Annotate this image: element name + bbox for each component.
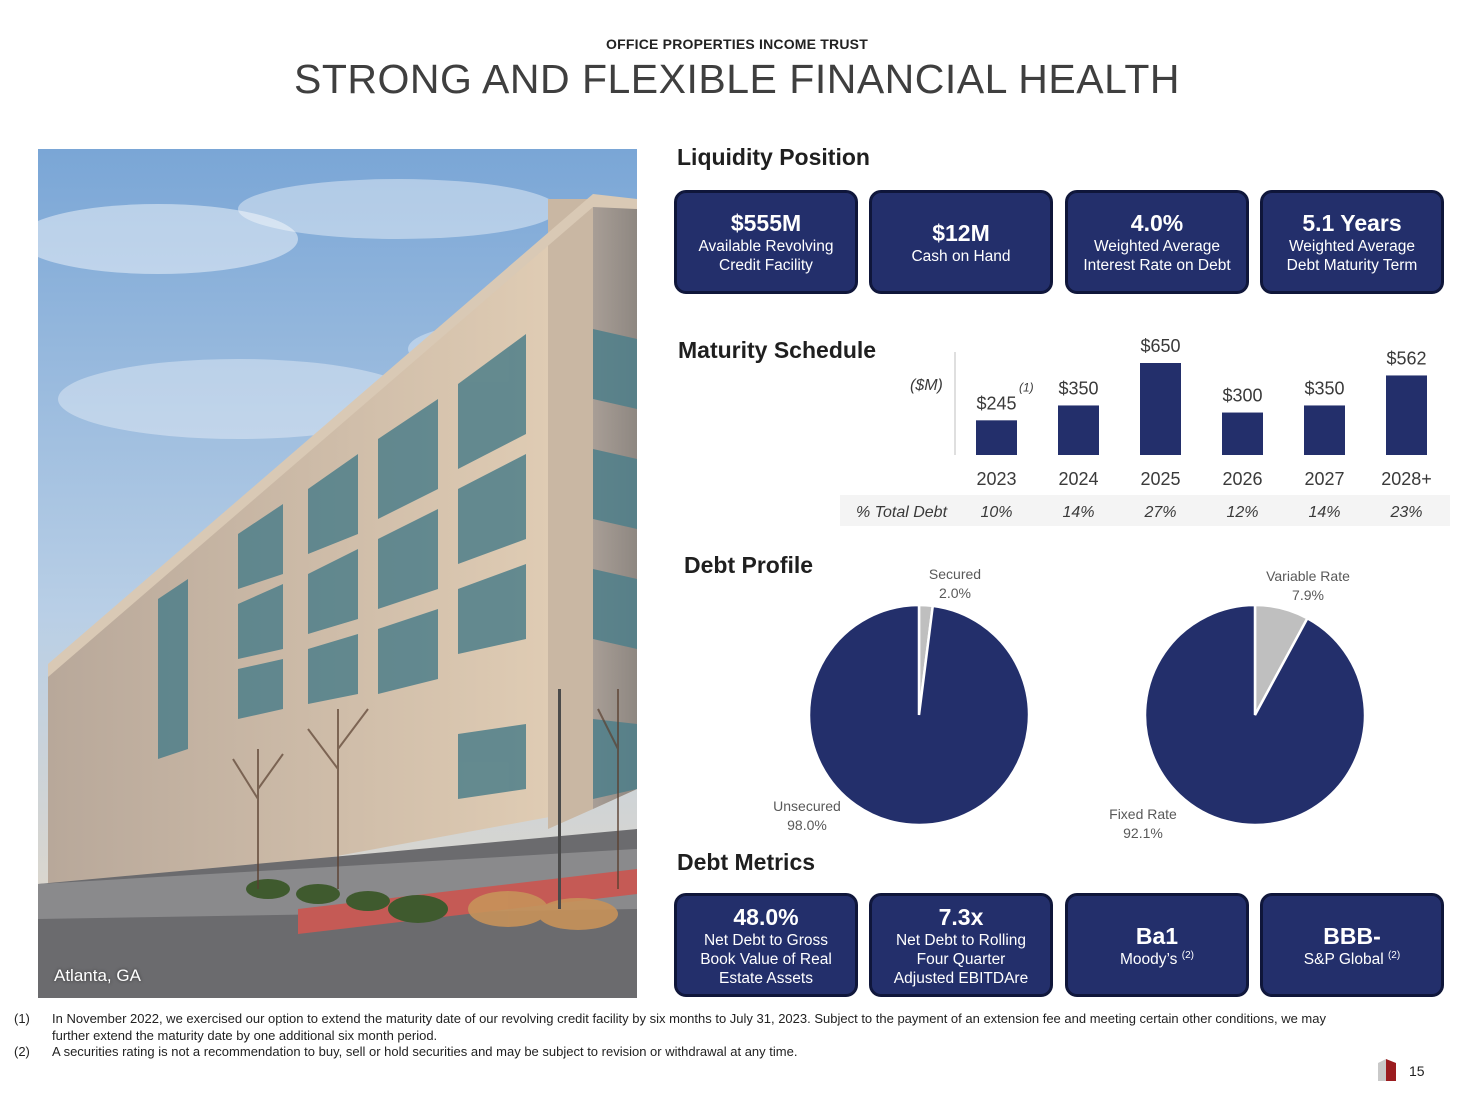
footnote-marker: (2) [1387, 949, 1401, 961]
secured-unsecured-pie: Secured 2.0% Unsecured 98.0% [773, 566, 1031, 833]
x-tick-label: 2024 [1058, 469, 1098, 489]
card-label-line1: Moody’s (2) [1120, 950, 1194, 969]
x-tick-label: 2025 [1140, 469, 1180, 489]
card-value: $12M [932, 219, 990, 246]
footnote-number: (2) [14, 1044, 30, 1059]
page-title: STRONG AND FLEXIBLE FINANCIAL HEALTH [293, 56, 1181, 102]
bar-2026 [1222, 412, 1263, 455]
footnote-number: (1) [14, 1011, 30, 1026]
metric-card-net-debt-gross: 48.0% Net Debt to Gross Book Value of Re… [674, 893, 858, 997]
liquidity-heading: Liquidity Position [677, 144, 870, 170]
company-kicker: OFFICE PROPERTIES INCOME TRUST [606, 36, 868, 52]
card-value: 5.1 Years [1302, 210, 1402, 236]
building-illustration [38, 149, 637, 998]
card-label-line2: Interest Rate on Debt [1083, 257, 1231, 274]
pie-slice-unsecured [807, 603, 1031, 827]
building-photo: Atlanta, GA [38, 149, 637, 998]
card-value: Ba1 [1135, 922, 1179, 949]
bar-value-label: $562 [1386, 348, 1426, 368]
pct-total-debt-value: 12% [1226, 504, 1258, 521]
bar-value-label: $245 [976, 393, 1016, 413]
card-label-line1: Net Debt to Rolling [895, 931, 1027, 949]
card-label-line1: Net Debt to Gross [703, 931, 829, 949]
bar-2027 [1304, 405, 1345, 455]
footnote-text: A securities rating is not a recommendat… [52, 1044, 798, 1059]
x-tick-label: 2026 [1222, 469, 1262, 489]
metric-card-sp: BBB- S&P Global (2) [1260, 893, 1444, 997]
card-label-line1: Weighted Average [1093, 238, 1221, 255]
maturity-bar-chart: ($M) $245 2023 $350 2024 $650 2025 $300 2026 $35… [840, 336, 1450, 526]
pct-total-debt-value: 23% [1389, 504, 1422, 521]
rating-agency: Moody’s [1120, 950, 1178, 968]
debt-profile-heading: Debt Profile [684, 552, 814, 578]
card-label-line2: Four Quarter [916, 950, 1006, 968]
card-label-line2: Book Value of Real [700, 950, 832, 968]
card-label-line3: Estate Assets [719, 969, 813, 987]
pie-label: Variable Rate [1266, 568, 1350, 584]
pie-value-label: 98.0% [787, 817, 827, 833]
bar-value-label: $350 [1304, 378, 1344, 398]
bar-value-label: $300 [1222, 386, 1262, 406]
rating-agency: S&P Global [1303, 950, 1384, 968]
bar-value-label: $350 [1058, 378, 1098, 398]
card-label-line3: Adjusted EBITDAre [893, 969, 1029, 987]
liquidity-card-cash: $12M Cash on Hand [869, 190, 1053, 294]
card-label-line1: Cash on Hand [911, 247, 1011, 265]
brand-logo-icon [1378, 1059, 1396, 1081]
pie-label: Unsecured [773, 798, 841, 814]
pie-label: Secured [929, 566, 981, 582]
bar-value-label: $650 [1140, 336, 1180, 356]
liquidity-card-revolver: $555M Available Revolving Credit Facilit… [674, 190, 858, 294]
x-tick-label: 2023 [976, 469, 1016, 489]
footnote-1: (1) In November 2022, we exercised our o… [14, 1011, 1354, 1044]
pie-slice-fixed-rate [1143, 603, 1367, 827]
pct-total-debt-value: 10% [980, 504, 1012, 521]
card-value: $555M [730, 210, 802, 236]
fixed-variable-pie: Variable Rate 7.9% Fixed Rate 92.1% [1109, 568, 1367, 841]
metric-card-moodys: Ba1 Moody’s (2) [1065, 893, 1249, 997]
card-value: 48.0% [733, 903, 799, 930]
pie-label: Fixed Rate [1109, 806, 1177, 822]
footnote-text: In November 2022, we exercised our optio… [52, 1011, 1326, 1043]
pct-row-label: % Total Debt [856, 504, 948, 521]
bar-2028+ [1386, 375, 1427, 455]
card-label-line1: Weighted Average [1288, 238, 1416, 255]
footnotes: (1) In November 2022, we exercised our o… [14, 1011, 1354, 1061]
unit-label: ($M) [910, 377, 943, 394]
pct-total-debt-value: 14% [1308, 504, 1340, 521]
card-label-line2: Credit Facility [719, 257, 813, 274]
pct-row-band [840, 495, 1450, 526]
pct-total-debt-value: 27% [1143, 504, 1176, 521]
x-tick-label: 2028+ [1381, 469, 1432, 489]
liquidity-card-maturity-term: 5.1 Years Weighted Average Debt Maturity… [1260, 190, 1444, 294]
liquidity-card-interest-rate: 4.0% Weighted Average Interest Rate on D… [1065, 190, 1249, 294]
bar-2025 [1140, 363, 1181, 455]
footnote-2: (2) A securities rating is not a recomme… [14, 1044, 1354, 1061]
photo-caption: Atlanta, GA [54, 966, 141, 985]
pie-value-label: 2.0% [939, 585, 971, 601]
pie-value-label: 7.9% [1292, 587, 1324, 603]
footnote-marker: (1) [1019, 380, 1034, 394]
pct-total-debt-value: 14% [1062, 504, 1094, 521]
card-value: 4.0% [1130, 210, 1184, 236]
x-tick-label: 2027 [1304, 469, 1344, 489]
pie-value-label: 92.1% [1123, 825, 1163, 841]
card-value: 7.3x [938, 903, 984, 930]
card-label-line1: Available Revolving [698, 238, 834, 255]
bar-2023 [976, 420, 1017, 455]
card-label-line2: Debt Maturity Term [1286, 257, 1418, 274]
card-label-line1: S&P Global (2) [1304, 950, 1400, 969]
debt-metrics-heading: Debt Metrics [677, 849, 816, 875]
bar-2024 [1058, 405, 1099, 455]
card-value: BBB- [1323, 922, 1381, 949]
page-number: 15 [1409, 1063, 1425, 1079]
footnote-marker: (2) [1181, 949, 1194, 961]
metric-card-net-debt-ebitda: 7.3x Net Debt to Rolling Four Quarter Ad… [869, 893, 1053, 997]
maturity-heading: Maturity Schedule [678, 337, 877, 363]
